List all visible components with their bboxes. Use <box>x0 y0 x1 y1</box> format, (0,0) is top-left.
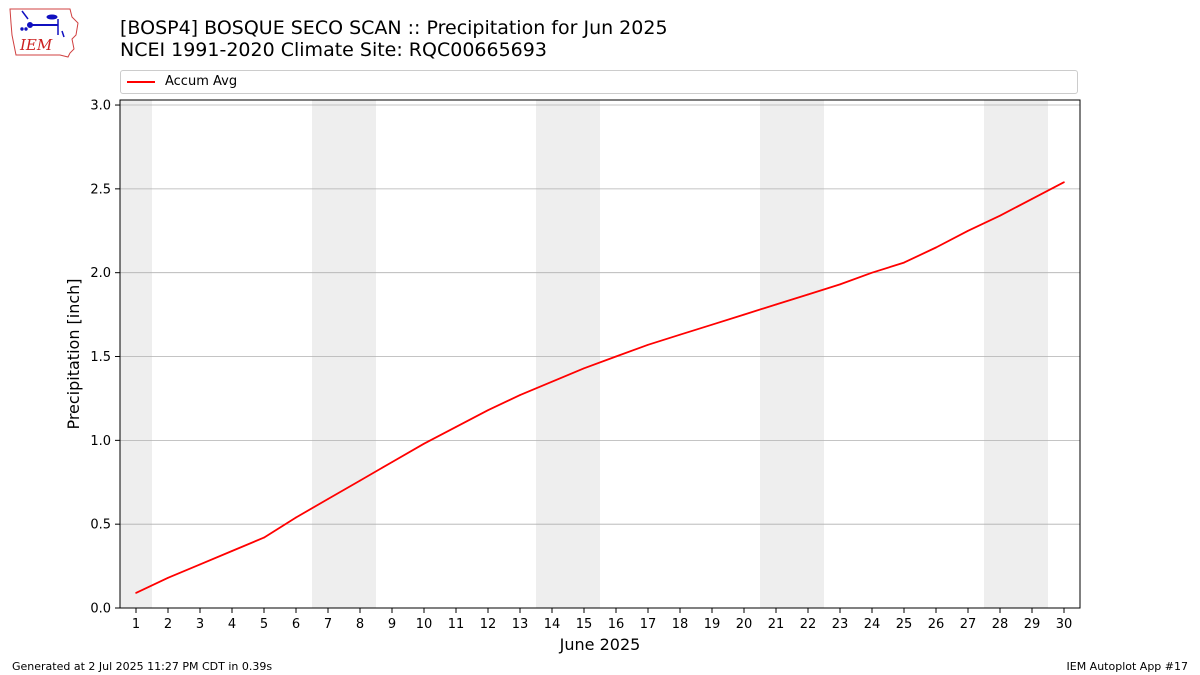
x-tick-label: 10 <box>416 617 433 632</box>
x-tick-label: 4 <box>228 617 236 632</box>
weekend-band <box>1016 100 1048 608</box>
logo-text: IEM <box>19 36 53 54</box>
data-point <box>135 592 137 594</box>
data-point <box>999 214 1001 217</box>
plot-frame <box>119 99 1081 609</box>
series-line-accum-avg <box>135 181 1065 594</box>
data-point <box>487 409 489 411</box>
x-tick-label: 16 <box>608 617 625 632</box>
x-tick-label: 23 <box>832 617 849 632</box>
weekend-band <box>312 100 344 608</box>
legend-label: Accum Avg <box>165 74 238 89</box>
data-point <box>903 261 905 264</box>
data-point <box>327 498 329 500</box>
data-point <box>615 355 617 358</box>
y-tick-label: 0.5 <box>90 518 111 533</box>
data-point <box>967 229 969 232</box>
x-tick-label: 9 <box>388 617 396 632</box>
data-point <box>871 271 873 274</box>
data-point <box>647 343 649 346</box>
weekend-band <box>536 100 568 608</box>
y-tick-label: 2.5 <box>90 182 111 197</box>
x-tick-label: 28 <box>992 617 1009 632</box>
x-tick-label: 11 <box>448 617 465 632</box>
data-point <box>935 246 937 249</box>
iem-logo: IEM <box>9 8 79 58</box>
data-point <box>1063 181 1065 183</box>
chart-subtitle: NCEI 1991-2020 Climate Site: RQC00665693 <box>120 39 547 61</box>
data-point <box>199 563 201 566</box>
data-point <box>1031 198 1033 200</box>
x-tick-label: 6 <box>292 617 300 632</box>
weekend-band <box>760 100 792 608</box>
data-point <box>263 536 265 539</box>
x-tick-label: 12 <box>480 617 497 632</box>
x-tick-label: 3 <box>196 617 204 632</box>
data-point <box>775 303 777 306</box>
x-tick-label: 27 <box>960 617 977 632</box>
data-point <box>295 516 297 519</box>
weekend-band <box>120 100 152 608</box>
data-point <box>423 442 425 445</box>
y-tick-label: 3.0 <box>90 99 111 114</box>
y-axis-label: Precipitation [inch] <box>64 278 83 429</box>
chart-title: [BOSP4] BOSQUE SECO SCAN :: Precipitatio… <box>120 17 668 39</box>
x-tick-label: 30 <box>1056 617 1073 632</box>
y-tick-label: 1.5 <box>90 350 111 365</box>
y-tick-label: 1.0 <box>90 434 111 449</box>
x-tick-label: 20 <box>736 617 753 632</box>
chart-legend: Accum Avg <box>120 70 1078 94</box>
x-tick-label: 2 <box>164 617 172 632</box>
data-point <box>679 333 681 336</box>
data-point <box>583 367 585 370</box>
data-point <box>839 283 841 286</box>
data-point <box>167 577 169 579</box>
data-point <box>807 293 809 296</box>
data-point <box>455 426 457 428</box>
x-tick-label: 13 <box>512 617 529 632</box>
data-point <box>743 313 745 316</box>
x-axis-label: June 2025 <box>559 635 641 654</box>
x-tick-label: 14 <box>544 617 561 632</box>
weekend-band <box>344 100 376 608</box>
x-tick-label: 29 <box>1024 617 1041 632</box>
x-tick-label: 26 <box>928 617 945 632</box>
x-tick-label: 1 <box>132 617 140 632</box>
y-tick-label: 0.0 <box>90 602 111 617</box>
weekend-band <box>792 100 824 608</box>
weekend-band <box>568 100 600 608</box>
data-point <box>519 394 521 396</box>
weather-station-icon <box>20 10 65 38</box>
data-point <box>231 550 233 552</box>
generated-timestamp: Generated at 2 Jul 2025 11:27 PM CDT in … <box>12 660 273 673</box>
x-tick-label: 8 <box>356 617 364 632</box>
data-point <box>359 479 361 482</box>
iowa-outline-icon <box>9 8 79 58</box>
autoplot-app-label: IEM Autoplot App #17 <box>1066 660 1189 673</box>
x-tick-label: 25 <box>896 617 913 632</box>
data-point <box>391 461 393 463</box>
x-tick-label: 5 <box>260 617 268 632</box>
x-tick-label: 19 <box>704 617 721 632</box>
x-tick-label: 24 <box>864 617 881 632</box>
y-tick-label: 2.0 <box>90 266 111 281</box>
legend-line-swatch <box>127 81 155 83</box>
x-tick-label: 21 <box>768 617 785 632</box>
x-tick-label: 22 <box>800 617 817 632</box>
x-tick-label: 7 <box>324 617 332 632</box>
x-tick-label: 18 <box>672 617 689 632</box>
x-tick-label: 17 <box>640 617 657 632</box>
x-tick-label: 15 <box>576 617 593 632</box>
data-point <box>711 323 713 326</box>
data-point <box>551 380 553 383</box>
weekend-band <box>984 100 1016 608</box>
